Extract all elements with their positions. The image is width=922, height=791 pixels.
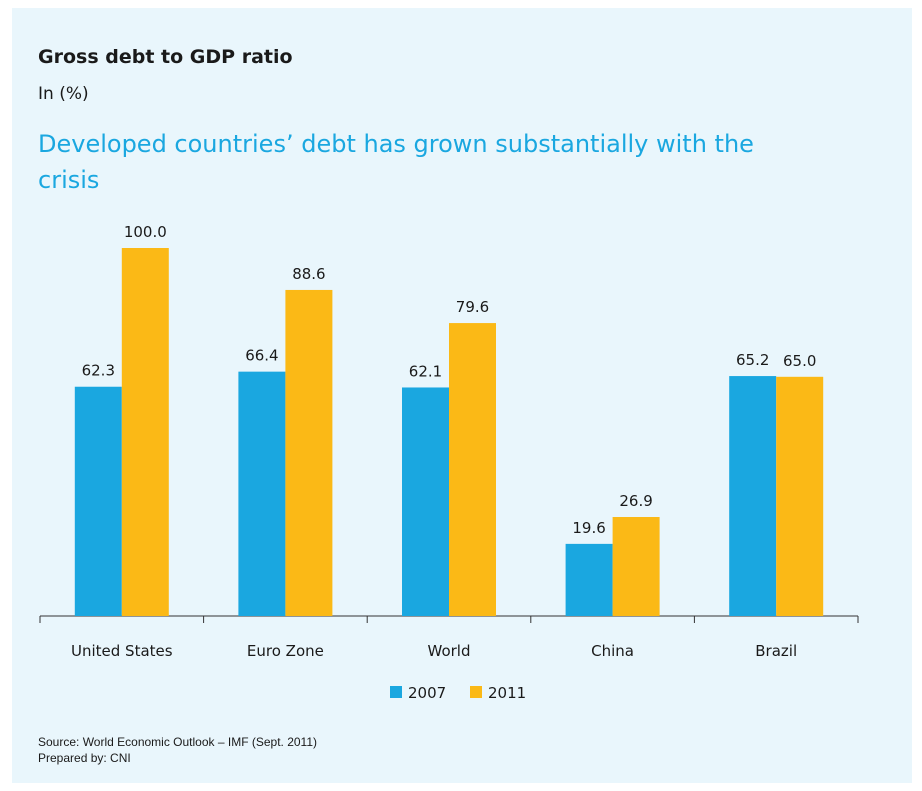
value-label-united-states-2011: 100.0 <box>124 223 167 241</box>
value-label-euro-zone-2011: 88.6 <box>292 265 325 283</box>
value-label-united-states-2007: 62.3 <box>82 362 115 380</box>
chart-unit: In (%) <box>38 84 89 104</box>
chart-panel: Gross debt to GDP ratio In (%) Developed… <box>12 8 912 783</box>
prepared-by-line: Prepared by: CNI <box>38 751 131 765</box>
chart-source: Source: World Economic Outlook – IMF (Se… <box>38 734 317 766</box>
category-label-brazil: Brazil <box>755 642 797 660</box>
value-label-brazil-2007: 65.2 <box>736 351 769 369</box>
legend-label-2007: 2007 <box>408 684 446 702</box>
value-label-world-2007: 62.1 <box>409 362 442 380</box>
bar-china-2011 <box>612 517 660 616</box>
bar-china-2007 <box>565 543 613 616</box>
bar-chart: 62.3 100.0 United States 66.4 88.6 Euro Zone 6… <box>39 223 859 702</box>
category-label-united-states: United States <box>71 642 173 660</box>
value-label-brazil-2011: 65.0 <box>783 352 816 370</box>
legend-swatch-2011 <box>470 686 482 698</box>
bar-world-2007 <box>402 387 449 616</box>
bar-united-states-2007 <box>74 386 122 616</box>
value-label-world-2011: 79.6 <box>456 298 489 316</box>
value-label-china-2007: 19.6 <box>572 519 605 537</box>
legend-swatch-2007 <box>390 686 402 698</box>
bar-euro-zone-2007 <box>238 371 286 616</box>
category-label-euro-zone: Euro Zone <box>247 642 324 660</box>
value-label-euro-zone-2007: 66.4 <box>245 347 278 365</box>
source-line: Source: World Economic Outlook – IMF (Se… <box>38 735 318 749</box>
value-label-china-2011: 26.9 <box>619 492 652 510</box>
bar-euro-zone-2011 <box>285 289 333 616</box>
category-label-world: World <box>428 642 471 660</box>
bar-united-states-2011 <box>121 248 169 616</box>
legend-label-2011: 2011 <box>488 684 526 702</box>
bar-world-2011 <box>449 323 496 616</box>
bar-brazil-2011 <box>776 376 824 616</box>
chart-title: Gross debt to GDP ratio <box>38 46 293 68</box>
category-label-china: China <box>591 642 634 660</box>
chart-subtitle: Developed countries’ debt has grown subs… <box>38 130 754 194</box>
bar-brazil-2007 <box>729 376 777 616</box>
